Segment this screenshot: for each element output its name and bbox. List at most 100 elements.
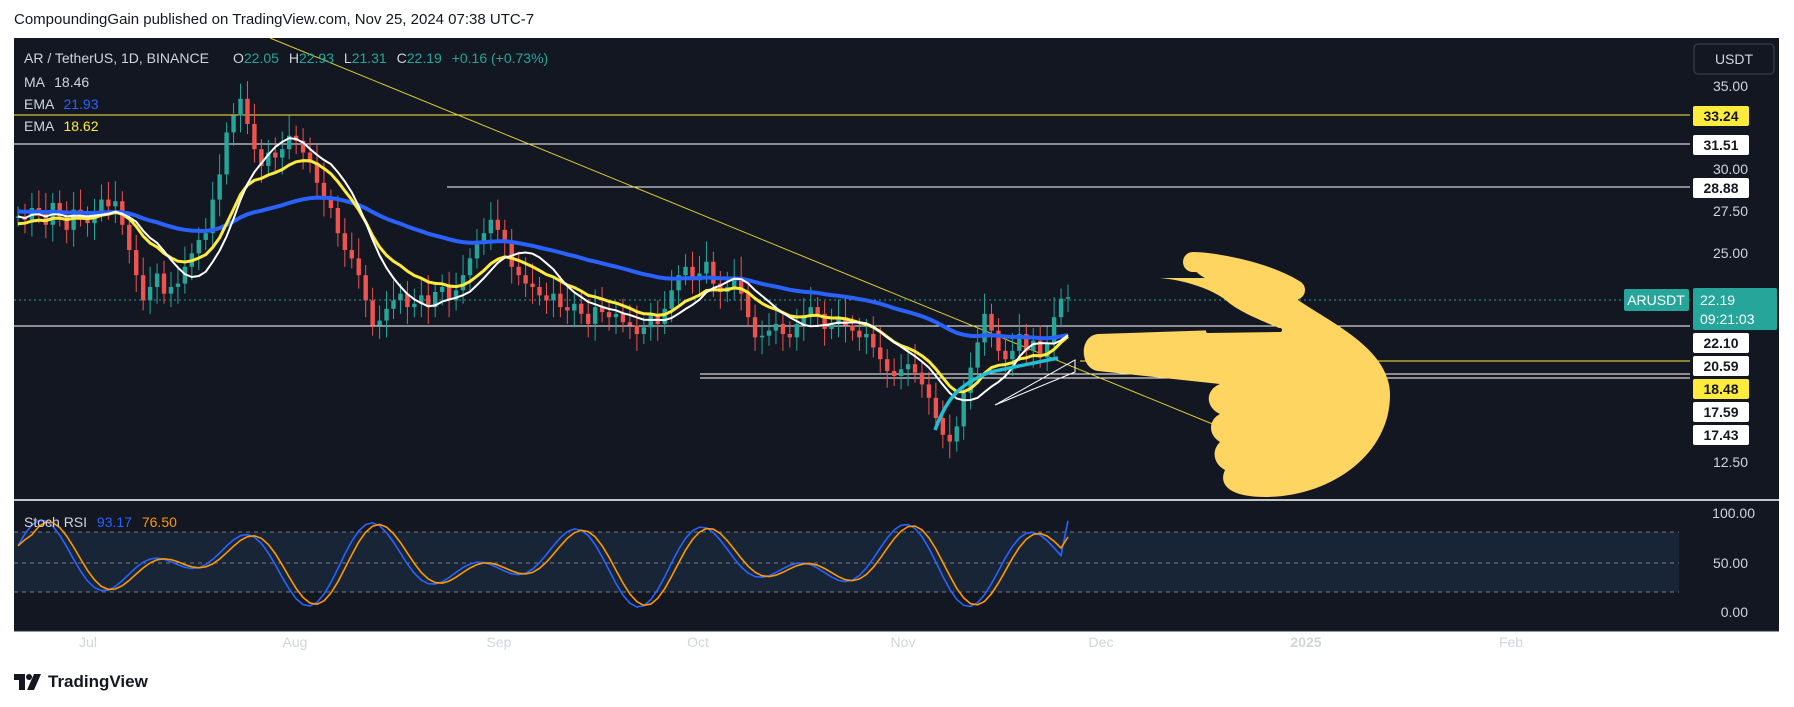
- x-tick-jul: Jul: [79, 634, 97, 650]
- candle-body: [175, 283, 181, 287]
- x-tick-oct: Oct: [687, 634, 709, 650]
- stoch-rsi-d-line: [17, 521, 1069, 607]
- candle-body: [1024, 334, 1029, 351]
- candle-body: [328, 199, 334, 208]
- candle-body: [217, 174, 222, 200]
- cyan-highlight-line: [933, 356, 1059, 431]
- candle-body: [439, 286, 445, 292]
- candle-body: [1017, 334, 1022, 351]
- candle-body: [704, 261, 709, 274]
- candle-body: [745, 293, 751, 318]
- candle-body: [766, 330, 772, 336]
- x-tick-2025: 2025: [1290, 634, 1321, 650]
- candle-body: [558, 293, 563, 308]
- candle-body: [43, 213, 49, 225]
- candle-body: [787, 334, 793, 338]
- candle-body: [662, 308, 667, 324]
- ema-long-legend: EMA 21.93: [24, 96, 99, 112]
- candle-body: [307, 152, 313, 163]
- y-tick-35: 35.00: [1713, 78, 1748, 94]
- candle-body: [676, 275, 681, 291]
- candle-body: [467, 258, 473, 276]
- y-tick-12-5: 12.50: [1713, 454, 1748, 470]
- candle-body: [210, 199, 215, 234]
- price-axis: 35.00 30.00 27.50 25.00 12.50: [1713, 78, 1748, 470]
- candle-body: [147, 286, 153, 301]
- candle-body: [843, 317, 848, 326]
- candle-body: [891, 370, 897, 376]
- candle-body: [273, 152, 278, 158]
- candle-body: [641, 327, 647, 334]
- candle-body: [245, 98, 250, 124]
- level-label-box-7: [1693, 425, 1749, 445]
- candle-body: [759, 335, 765, 338]
- candle-body: [127, 224, 132, 250]
- level-label-box-4: [1693, 356, 1749, 376]
- candle-body: [426, 295, 431, 308]
- candle-body: [620, 313, 626, 323]
- candle-body: [871, 334, 876, 348]
- candle-body: [752, 317, 758, 338]
- candle-body: [1037, 340, 1043, 358]
- symbol-line: AR / TetherUS, 1D, BINANCE: [24, 50, 209, 66]
- tradingview-brand[interactable]: TradingView: [14, 672, 148, 692]
- y-tick-25: 25.00: [1713, 245, 1748, 261]
- candle-body: [912, 364, 918, 373]
- candle-body: [446, 286, 452, 301]
- candle-body: [648, 315, 653, 328]
- candle-body: [606, 312, 612, 318]
- candle-body: [1065, 297, 1071, 299]
- candle-body: [669, 290, 674, 309]
- candle-body: [1031, 340, 1036, 351]
- y-tick-27-5: 27.50: [1713, 203, 1748, 219]
- candle-body: [794, 323, 800, 338]
- candle-body: [551, 293, 556, 301]
- candle-body: [732, 276, 737, 287]
- level-label-0: 33.24: [1703, 108, 1738, 124]
- candle-body: [982, 313, 987, 343]
- candle-body: [878, 347, 883, 360]
- candle-body: [154, 273, 160, 287]
- candle-body: [342, 233, 348, 250]
- candle-body: [537, 286, 542, 296]
- candle-body: [266, 152, 271, 166]
- candle-body: [829, 323, 834, 329]
- candle-body: [405, 293, 410, 308]
- price-tag-symbol: ARUSDT: [1627, 292, 1685, 308]
- candle-body: [919, 372, 925, 385]
- candle-body: [1058, 298, 1064, 318]
- candle-body: [996, 330, 1001, 351]
- candle-body: [718, 283, 723, 292]
- candle-body: [1003, 350, 1008, 360]
- stoch-legend: Stoch RSI 93.17 76.50: [24, 514, 177, 530]
- candle-body: [599, 307, 605, 313]
- candle-body: [196, 239, 201, 254]
- x-tick-nov: Nov: [891, 634, 916, 650]
- candle-body: [1010, 350, 1015, 360]
- level-label-2: 28.88: [1703, 180, 1738, 196]
- candle-body: [259, 149, 264, 166]
- price-tag-countdown: 09:21:03: [1700, 311, 1755, 327]
- level-label-7: 17.43: [1703, 427, 1738, 443]
- candle-body: [502, 229, 507, 242]
- currency-button[interactable]: USDT: [1693, 43, 1775, 75]
- candle-body: [975, 342, 980, 368]
- candle-body: [134, 250, 139, 276]
- ma-line: [17, 137, 1069, 402]
- candle-body: [898, 369, 904, 376]
- candle-body: [321, 182, 327, 200]
- candle-body: [57, 202, 62, 217]
- price-pane[interactable]: [14, 38, 1779, 501]
- candle-body: [280, 149, 285, 158]
- candle-body: [690, 266, 695, 281]
- candle-body: [398, 293, 403, 301]
- ohlc-readout: O22.05 H22.93 L21.31 C22.19 +0.16 (+0.73…: [233, 50, 548, 66]
- stoch-tick-0: 0.00: [1721, 604, 1748, 620]
- candle-body: [377, 320, 382, 326]
- candle-body: [940, 418, 946, 435]
- ema-long-line: [17, 195, 1069, 341]
- candle-body: [885, 359, 890, 371]
- candle-body: [224, 132, 229, 175]
- candle-body: [363, 275, 368, 301]
